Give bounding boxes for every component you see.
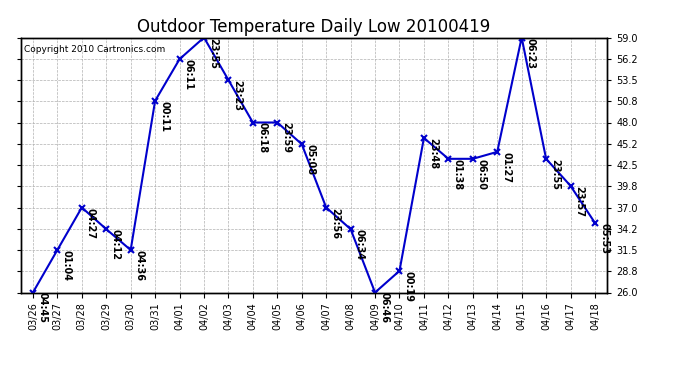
Text: 04:27: 04:27 [86,207,96,238]
Text: 01:27: 01:27 [502,152,511,183]
Text: 01:38: 01:38 [453,159,462,190]
Text: 06:18: 06:18 [257,123,267,154]
Text: 01:04: 01:04 [61,250,72,281]
Text: Copyright 2010 Cartronics.com: Copyright 2010 Cartronics.com [23,45,165,54]
Text: 06:23: 06:23 [526,38,536,69]
Text: 00:19: 00:19 [404,271,413,302]
Text: 23:57: 23:57 [575,186,584,217]
Text: 06:46: 06:46 [380,292,389,324]
Text: 23:23: 23:23 [233,80,243,111]
Text: 05:08: 05:08 [306,144,316,175]
Text: 00:11: 00:11 [159,101,169,132]
Text: 23:55: 23:55 [550,159,560,190]
Text: 06:50: 06:50 [477,159,487,190]
Text: 04:45: 04:45 [37,292,47,324]
Text: 05:53: 05:53 [599,223,609,254]
Text: 06:34: 06:34 [355,229,365,260]
Text: 23:56: 23:56 [331,207,340,238]
Text: 04:12: 04:12 [110,229,120,260]
Text: 23:55: 23:55 [208,38,218,69]
Title: Outdoor Temperature Daily Low 20100419: Outdoor Temperature Daily Low 20100419 [137,18,491,36]
Text: 06:11: 06:11 [184,59,194,90]
Text: 04:36: 04:36 [135,250,145,281]
Text: 23:48: 23:48 [428,138,438,169]
Text: 23:59: 23:59 [282,123,291,153]
